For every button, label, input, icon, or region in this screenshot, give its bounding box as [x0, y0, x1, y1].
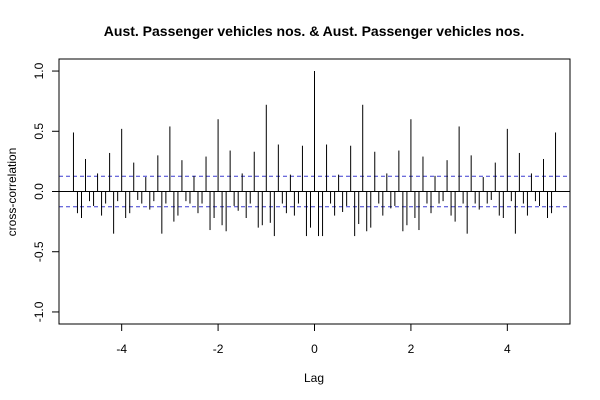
y-axis: -1.0 -0.5 0.0 0.5 1.0 — [32, 62, 60, 322]
x-axis: -4 -2 0 2 4 — [116, 323, 511, 356]
y-tick-label: -1.0 — [32, 301, 46, 322]
y-tick-label: 1.0 — [32, 62, 46, 79]
x-tick-label: 0 — [311, 342, 318, 356]
x-tick-label: -2 — [213, 342, 224, 356]
y-tick-label: -0.5 — [32, 241, 46, 262]
x-tick-label: 2 — [408, 342, 415, 356]
y-tick-label: 0.0 — [32, 183, 46, 200]
x-axis-title: Lag — [304, 371, 324, 385]
x-tick-label: -4 — [116, 342, 127, 356]
x-tick-label: 4 — [504, 342, 511, 356]
chart-title: Aust. Passenger vehicles nos. & Aust. Pa… — [104, 23, 524, 39]
y-axis-title: cross-correlation — [5, 148, 19, 237]
y-tick-label: 0.5 — [32, 123, 46, 140]
correlation-bars — [72, 71, 557, 237]
